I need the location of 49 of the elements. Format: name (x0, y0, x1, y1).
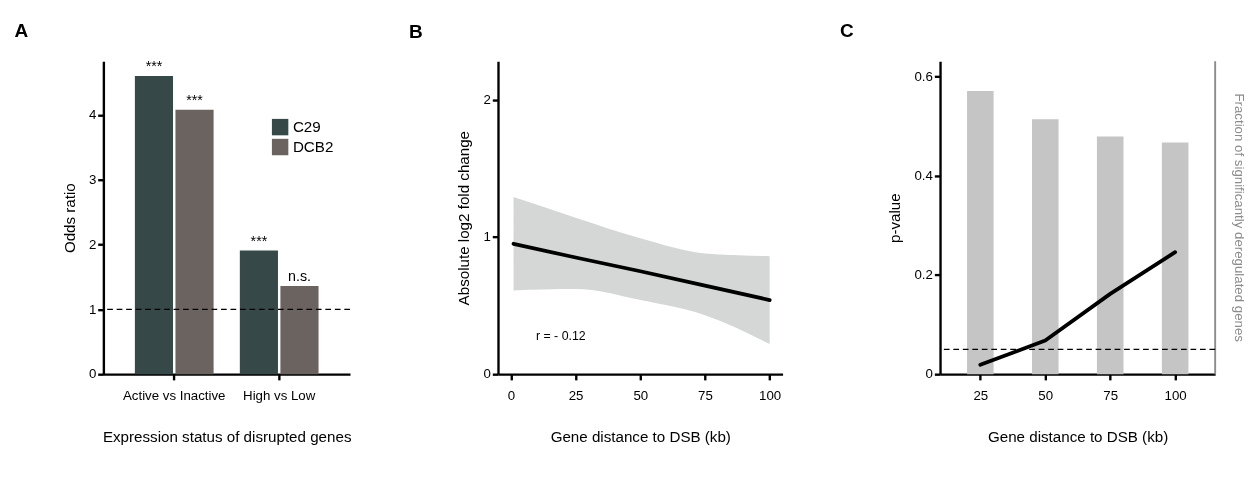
x-axis-title: Expression status of disrupted genes (102, 428, 352, 446)
y-tick-label: 0.4 (914, 168, 933, 184)
data-label: *** (145, 58, 163, 75)
bar (967, 90, 994, 375)
bar (134, 76, 174, 375)
bar (1096, 136, 1124, 375)
data-label: *** (186, 92, 204, 109)
x-tick-label: 0 (507, 388, 516, 404)
y-tick-label: 0 (925, 366, 933, 382)
x-tick-label: High vs Low (243, 388, 316, 404)
annotation: r = - 0.12 (535, 329, 586, 344)
y-tick-label: 2 (88, 236, 97, 252)
x-axis-title: Gene distance to DSB (kb) (550, 428, 731, 446)
bar (1031, 119, 1059, 375)
y-tick-label: 4 (88, 107, 97, 123)
x-tick-label: 50 (633, 388, 649, 404)
y-tick-label: 0.6 (914, 68, 933, 84)
x-tick-label: 100 (1164, 388, 1187, 404)
data-label: *** (250, 232, 268, 249)
x-axis-title: Gene distance to DSB (kb) (987, 428, 1169, 446)
y-axis-title: p-value (886, 193, 904, 244)
legend-label: DCB2 (292, 137, 334, 155)
bar (175, 109, 214, 375)
y-tick-label: 0 (88, 366, 97, 382)
x-tick-label: 75 (698, 388, 713, 404)
data-label: n.s. (288, 268, 311, 285)
x-tick-label: Active vs Inactive (123, 388, 226, 404)
chart-title: C (840, 20, 855, 42)
y-tick-label: 0 (483, 366, 491, 382)
y-tick-label: 0.2 (914, 267, 933, 283)
line-series (511, 241, 772, 302)
x-tick-label: 25 (973, 388, 989, 404)
chart-title: B (409, 21, 423, 43)
x-tick-label: 75 (1103, 388, 1119, 404)
y-tick-label: 1 (483, 229, 491, 245)
bar (239, 250, 278, 375)
chart-title: A (14, 20, 29, 42)
y-tick-label: 1 (88, 301, 97, 317)
y-tick-label: 3 (88, 172, 97, 188)
y2-axis-title: Fraction of significantly deregulated genes (1232, 93, 1248, 343)
y-axis-title: Absolute log2 fold change (455, 130, 473, 306)
x-tick-label: 50 (1038, 388, 1054, 404)
x-tick-label: 100 (759, 388, 782, 404)
legend-label: C29 (292, 117, 321, 135)
bar (280, 286, 319, 375)
y-axis-title: Odds ratio (60, 183, 78, 254)
x-tick-label: 25 (568, 388, 584, 404)
bar (1161, 142, 1189, 375)
y-tick-label: 2 (483, 91, 491, 107)
